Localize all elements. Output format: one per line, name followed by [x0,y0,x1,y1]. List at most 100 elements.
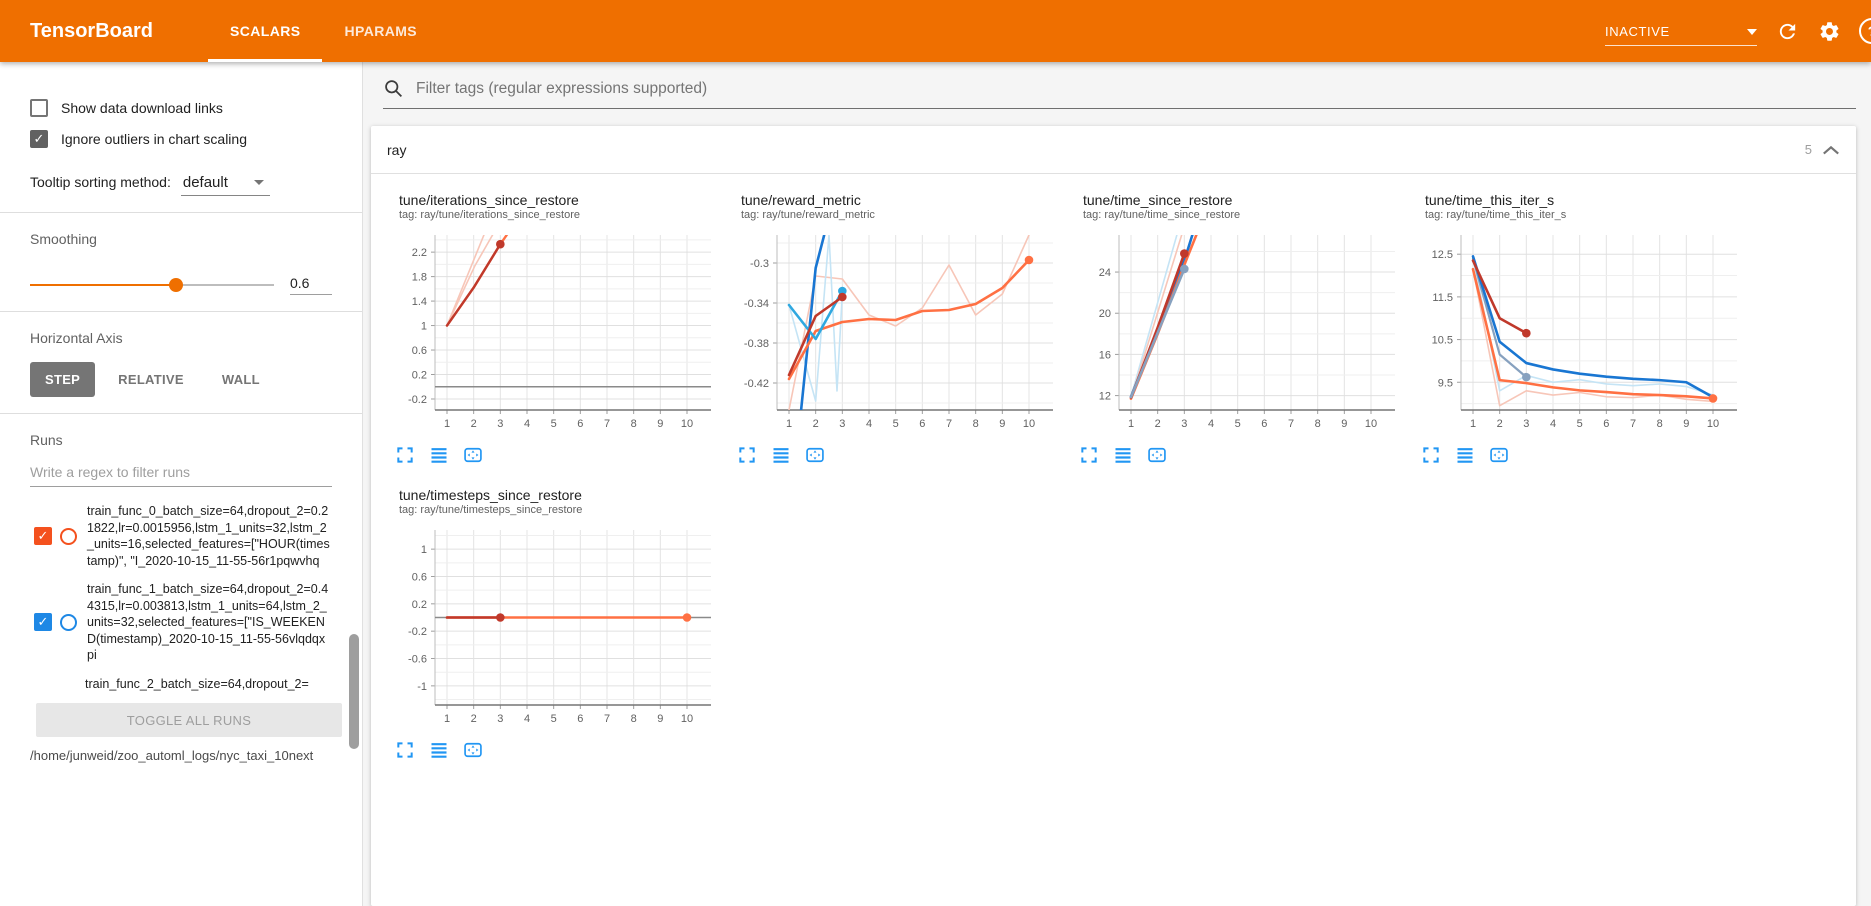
fullscreen-icon[interactable] [1079,445,1099,465]
run_lightblue_raw [788,235,844,402]
svg-text:5: 5 [1235,418,1241,430]
svg-text:5: 5 [551,713,557,725]
fullscreen-icon[interactable] [395,445,415,465]
axis-relative-button[interactable]: RELATIVE [103,362,199,397]
chart-card: tune/iterations_since_restore tag: ray/tu… [385,186,727,473]
log-scale-icon[interactable] [771,445,791,465]
tooltip-sorting-value: default [182,174,228,191]
log-scale-icon[interactable] [1455,445,1475,465]
chart-plot[interactable]: 1 2 3 4 5 6 7 8 9 10 12.5 11.5 10.5 9.5 [1411,229,1741,443]
svg-text:7: 7 [946,418,952,430]
runs-filter-input[interactable] [30,458,332,487]
log-scale-icon[interactable] [1113,445,1133,465]
svg-text:4: 4 [524,418,530,430]
run_lightblue_smoothed-final-point [838,286,847,296]
run_red_smoothed-final-point [1522,328,1531,338]
slider-thumb[interactable] [169,278,184,292]
main-area: ray 5 tune/iterations_since_restoretag: … [363,62,1871,906]
horizontal-axis-label: Horizontal Axis [30,330,123,346]
chart-plot[interactable]: 1 2 3 4 5 6 7 8 9 10 2.2 1.8 1.4 1 0.6 0.2 -0.2 [385,229,715,443]
tooltip-sorting-dropdown[interactable]: default [180,174,270,196]
fullscreen-icon[interactable] [737,445,757,465]
chart-title: tune/timesteps_since_restore [399,487,582,503]
fit-domain-icon[interactable] [463,740,483,760]
tag-group-card: ray 5 tune/iterations_since_restore tag: … [371,126,1856,906]
run_blue_smoothed [1471,255,1715,399]
svg-text:0.6: 0.6 [412,345,427,357]
svg-text:2.2: 2.2 [412,247,427,259]
run_red_smoothed [445,242,502,327]
run-item: ✓ train_func_1_batch_size=64,dropout_2=0.… [34,581,332,664]
chart-toolbar [1421,445,1753,465]
chart-title: tune/reward_metric [741,192,861,208]
sidebar: Show data download links ✓ Ignore outlie… [0,62,363,906]
checkbox-icon [30,99,48,117]
svg-text:5: 5 [1577,418,1583,430]
run_orange_smoothed-final-point [1024,255,1034,265]
status-dropdown-value: INACTIVE [1605,24,1670,39]
chart-plot[interactable]: 1 2 3 4 5 6 7 8 9 10 -0.3 -0.34 -0.38 -0.42 [727,229,1057,443]
svg-text:2: 2 [1497,418,1503,430]
chart-tag: tag: ray/tune/reward_metric [741,209,875,221]
ignore-outliers-checkbox[interactable]: ✓ Ignore outliers in chart scaling [30,130,332,148]
run_orange_smoothed [1471,267,1715,400]
axis-step-button[interactable]: STEP [30,362,96,397]
tab-bar: SCALARS HPARAMS [208,0,439,62]
fit-domain-icon[interactable] [1489,445,1509,465]
run-checkbox[interactable]: ✓ [34,527,52,545]
svg-text:-1: -1 [417,681,427,693]
chart-card: tune/reward_metric tag: ray/tune/reward_m… [727,186,1069,473]
fullscreen-icon[interactable] [395,740,415,760]
tag-group-title: ray [387,141,407,158]
toggle-all-runs-button[interactable]: TOGGLE ALL RUNS [36,703,342,737]
svg-text:0.6: 0.6 [412,571,427,583]
header-controls: INACTIVE ? [1605,0,1871,62]
svg-text:12: 12 [1099,391,1111,403]
smoothing-label: Smoothing [30,231,97,247]
svg-text:1: 1 [1470,418,1476,430]
run-checkbox[interactable]: ✓ [34,613,52,632]
chart-plot[interactable]: 1 2 3 4 5 6 7 8 9 10 1 0.6 0.2 -0.2 -0.6 -1 [385,524,715,738]
fit-domain-icon[interactable] [1147,445,1167,465]
log-scale-icon[interactable] [429,740,449,760]
chart-tag: tag: ray/tune/timesteps_since_restore [399,504,583,516]
tab-scalars[interactable]: SCALARS [208,0,323,62]
log-scale-icon[interactable] [429,445,449,465]
run_steel_smoothed [1471,257,1528,379]
run-radio[interactable] [60,527,77,545]
svg-text:8: 8 [1315,418,1321,430]
run-label: train_func_1_batch_size=64,dropout_2=0.4… [87,582,329,662]
show-data-download-links-checkbox[interactable]: Show data download links [30,99,332,117]
chart-title: tune/time_this_iter_s [1425,192,1555,208]
axis-wall-button[interactable]: WALL [207,362,275,397]
fullscreen-icon[interactable] [1421,445,1441,465]
refresh-icon[interactable] [1775,19,1799,43]
runs-label: Runs [30,432,63,448]
svg-text:3: 3 [497,418,503,430]
svg-text:10: 10 [1707,418,1719,430]
tab-hparams[interactable]: HPARAMS [344,23,418,39]
run_lightblue_raw [1472,255,1714,396]
svg-text:1: 1 [421,321,427,333]
svg-text:6: 6 [919,418,925,430]
horizontal-axis-section: Horizontal Axis STEP RELATIVE WALL [0,312,362,413]
smoothing-value[interactable]: 0.6 [290,275,332,295]
smoothing-slider[interactable] [30,278,274,292]
svg-text:4: 4 [1550,418,1556,430]
status-dropdown[interactable]: INACTIVE [1605,24,1757,46]
tag-filter-input[interactable] [414,79,1856,99]
settings-gear-icon[interactable] [1817,19,1841,43]
tag-group-header[interactable]: ray 5 [371,126,1856,173]
chart-tag: tag: ray/tune/time_since_restore [1083,209,1241,221]
svg-text:10: 10 [1023,418,1035,430]
help-icon[interactable]: ? [1859,18,1871,44]
run_red_smoothed [1471,259,1528,335]
run_red_smoothed-final-point [838,292,847,302]
svg-text:10: 10 [1365,418,1377,430]
fit-domain-icon[interactable] [805,445,825,465]
sidebar-scrollbar[interactable] [349,634,359,749]
run-radio[interactable] [60,613,77,631]
chevron-up-icon[interactable] [1822,144,1840,156]
fit-domain-icon[interactable] [463,445,483,465]
